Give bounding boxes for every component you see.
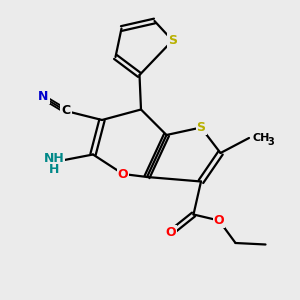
Text: 3: 3 (268, 136, 274, 147)
Text: O: O (118, 167, 128, 181)
Text: S: S (196, 121, 206, 134)
Text: N: N (38, 89, 49, 103)
Text: NH: NH (44, 152, 64, 165)
Text: C: C (61, 104, 70, 118)
Text: S: S (168, 34, 177, 47)
Text: O: O (166, 226, 176, 239)
Text: CH: CH (253, 133, 270, 143)
Text: O: O (214, 214, 224, 227)
Text: H: H (49, 163, 59, 176)
